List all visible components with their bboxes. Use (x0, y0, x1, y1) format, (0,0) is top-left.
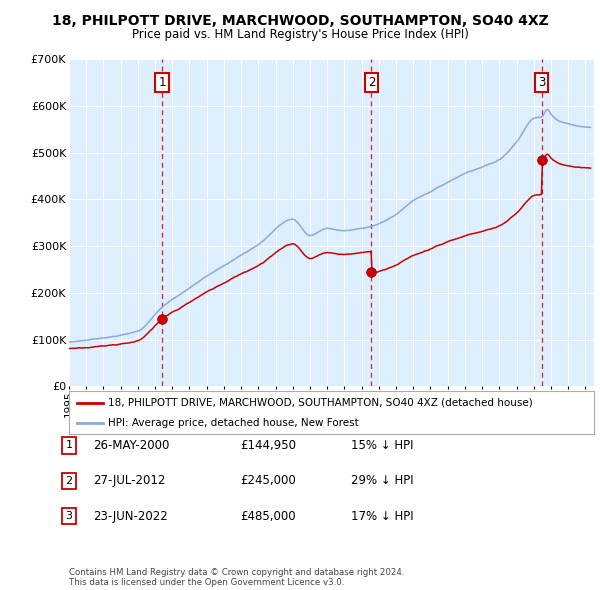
Text: 26-MAY-2000: 26-MAY-2000 (93, 439, 169, 452)
Text: 1: 1 (65, 441, 73, 450)
Text: 3: 3 (538, 76, 545, 89)
Text: 17% ↓ HPI: 17% ↓ HPI (351, 510, 413, 523)
Text: £144,950: £144,950 (240, 439, 296, 452)
Text: 2: 2 (65, 476, 73, 486)
Text: HPI: Average price, detached house, New Forest: HPI: Average price, detached house, New … (109, 418, 359, 428)
Text: 18, PHILPOTT DRIVE, MARCHWOOD, SOUTHAMPTON, SO40 4XZ: 18, PHILPOTT DRIVE, MARCHWOOD, SOUTHAMPT… (52, 14, 548, 28)
Text: £485,000: £485,000 (240, 510, 296, 523)
Text: Price paid vs. HM Land Registry's House Price Index (HPI): Price paid vs. HM Land Registry's House … (131, 28, 469, 41)
Text: 2: 2 (368, 76, 375, 89)
Text: 1: 1 (158, 76, 166, 89)
Text: 27-JUL-2012: 27-JUL-2012 (93, 474, 166, 487)
Text: 15% ↓ HPI: 15% ↓ HPI (351, 439, 413, 452)
Text: 18, PHILPOTT DRIVE, MARCHWOOD, SOUTHAMPTON, SO40 4XZ (detached house): 18, PHILPOTT DRIVE, MARCHWOOD, SOUTHAMPT… (109, 398, 533, 408)
Text: Contains HM Land Registry data © Crown copyright and database right 2024.
This d: Contains HM Land Registry data © Crown c… (69, 568, 404, 587)
Text: 3: 3 (65, 512, 73, 521)
Text: 23-JUN-2022: 23-JUN-2022 (93, 510, 168, 523)
Text: 29% ↓ HPI: 29% ↓ HPI (351, 474, 413, 487)
Text: £245,000: £245,000 (240, 474, 296, 487)
